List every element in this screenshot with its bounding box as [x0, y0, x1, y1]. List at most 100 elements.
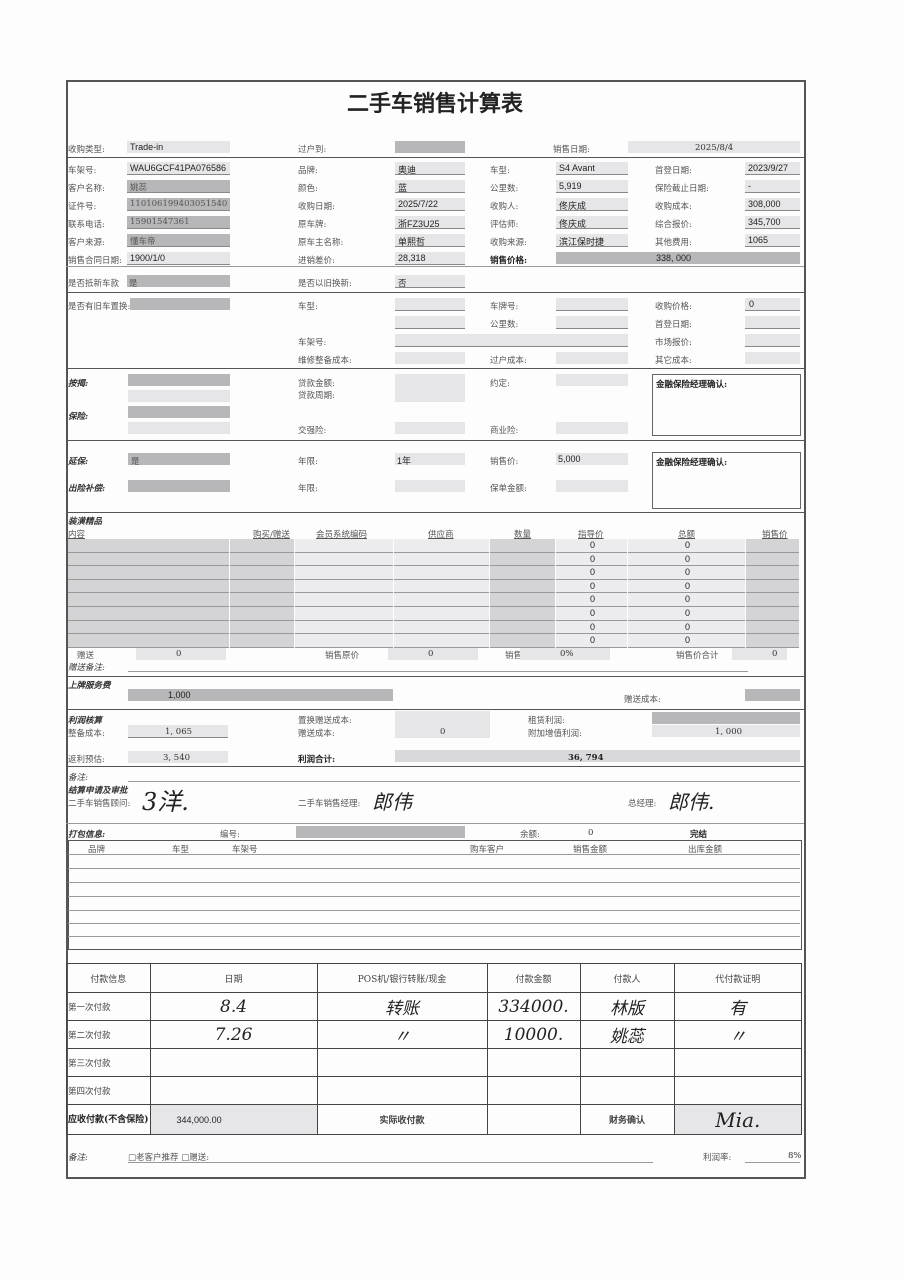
decor-cell[interactable]: [628, 566, 745, 580]
actual-value[interactable]: [486, 1104, 581, 1135]
tradein-new-label: 是否以旧换新:: [298, 279, 352, 289]
id: 110106199403051540: [130, 199, 228, 209]
decor-cell[interactable]: [230, 593, 294, 607]
decor-cell[interactable]: [628, 539, 745, 553]
payment-method[interactable]: 转账: [316, 992, 488, 1021]
decor-cell[interactable]: [394, 620, 489, 635]
decor-cell[interactable]: [230, 566, 294, 580]
decor-cell[interactable]: [68, 566, 229, 580]
decor-cell[interactable]: [295, 607, 393, 621]
decor-cell[interactable]: [490, 593, 555, 607]
payment-method[interactable]: 〃: [316, 1020, 488, 1049]
decor-cell[interactable]: [295, 539, 393, 553]
payment-payer[interactable]: 姚蕊: [579, 1020, 675, 1049]
decor-cell[interactable]: [556, 607, 627, 621]
decor-cell[interactable]: [746, 620, 799, 635]
decor-cell[interactable]: [68, 539, 229, 553]
decor-cell[interactable]: [490, 620, 555, 635]
decor-cell[interactable]: [628, 552, 745, 567]
decor-cell[interactable]: [68, 552, 229, 567]
decor-cell[interactable]: [556, 566, 627, 580]
decor-cell[interactable]: [746, 552, 799, 567]
decor-cell[interactable]: [746, 593, 799, 607]
decor-cell[interactable]: [68, 620, 229, 635]
decor-cell[interactable]: [394, 634, 489, 648]
decor-cell[interactable]: [394, 593, 489, 607]
decor-cell[interactable]: [230, 607, 294, 621]
decor-cell[interactable]: [295, 634, 393, 648]
payment-date[interactable]: 7.26: [149, 1020, 318, 1049]
decor-cell[interactable]: [394, 566, 489, 580]
gm-signature: 郎伟.: [668, 790, 715, 814]
payment-method[interactable]: [316, 1048, 488, 1077]
decor-cell[interactable]: [295, 579, 393, 594]
payment-amount[interactable]: [486, 1048, 581, 1077]
decor-cell[interactable]: [230, 579, 294, 594]
decor-cell[interactable]: [490, 607, 555, 621]
form-frame: [66, 80, 806, 1179]
decor-cell[interactable]: [394, 539, 489, 553]
payment-amount[interactable]: [486, 1076, 581, 1105]
vin: WAU6GCF41PA076586: [130, 163, 227, 173]
decor-cell[interactable]: [68, 593, 229, 607]
decor-cell[interactable]: [746, 579, 799, 594]
decor-cell[interactable]: [746, 566, 799, 580]
payment-payer[interactable]: 林版: [579, 992, 675, 1021]
decor-cell[interactable]: [68, 634, 229, 648]
decor-cell[interactable]: [295, 593, 393, 607]
payment-payer[interactable]: [579, 1048, 675, 1077]
decor-cell[interactable]: [394, 579, 489, 594]
decor-cell[interactable]: [556, 539, 627, 553]
decor-col-header: 总额: [678, 530, 696, 540]
decor-cell[interactable]: [746, 607, 799, 621]
footer-options[interactable]: □老客户推荐 □赠送:: [128, 1153, 210, 1163]
payment-proof[interactable]: 〃: [673, 1020, 803, 1049]
decor-guide-price: 0: [590, 635, 596, 646]
old-plate-field[interactable]: [556, 298, 628, 311]
decor-cell[interactable]: [490, 579, 555, 594]
decor-cell[interactable]: [628, 579, 745, 594]
payment-col-header: 付款人: [579, 963, 675, 993]
payment-date[interactable]: [149, 1048, 318, 1077]
decor-cell[interactable]: [490, 539, 555, 553]
old-model-field[interactable]: [395, 298, 465, 311]
payment-proof[interactable]: [673, 1048, 803, 1077]
decor-cell[interactable]: [490, 634, 555, 648]
decor-cell[interactable]: [556, 552, 627, 567]
payment-amount[interactable]: 10000.: [486, 1020, 581, 1049]
payment-payer[interactable]: [579, 1076, 675, 1105]
quote-label: 综合报价:: [655, 220, 692, 230]
decor-cell[interactable]: [556, 579, 627, 594]
decor-cell[interactable]: [295, 566, 393, 580]
decor-cell[interactable]: [295, 552, 393, 567]
buyer-label: 收购人:: [490, 202, 519, 212]
decor-cell[interactable]: [230, 552, 294, 567]
decor-cell[interactable]: [490, 552, 555, 567]
decor-cell[interactable]: [230, 539, 294, 553]
payment-date[interactable]: [149, 1076, 318, 1105]
decor-cell[interactable]: [394, 552, 489, 567]
decor-cell[interactable]: [628, 634, 745, 648]
payment-date[interactable]: 8.4: [149, 992, 318, 1021]
decor-cell[interactable]: [746, 539, 799, 553]
decor-cell[interactable]: [490, 566, 555, 580]
decor-cell[interactable]: [295, 620, 393, 635]
decor-cell[interactable]: [230, 620, 294, 635]
payment-proof[interactable]: 有: [673, 992, 803, 1021]
decor-cell[interactable]: [556, 593, 627, 607]
decor-cell[interactable]: [68, 607, 229, 621]
decor-cell[interactable]: [746, 634, 799, 648]
decor-cell[interactable]: [394, 607, 489, 621]
decor-cell[interactable]: [556, 634, 627, 648]
payment-proof[interactable]: [673, 1076, 803, 1105]
decor-cell[interactable]: [628, 620, 745, 635]
decor-cell[interactable]: [556, 620, 627, 635]
payment-method[interactable]: [316, 1076, 488, 1105]
buyer: 佟庆成: [559, 201, 587, 211]
decor-cell[interactable]: [628, 607, 745, 621]
decor-cell[interactable]: [230, 634, 294, 648]
purchase-type-label: 收购类型:: [68, 145, 105, 155]
decor-cell[interactable]: [68, 579, 229, 594]
payment-amount[interactable]: 334000.: [486, 992, 581, 1021]
decor-cell[interactable]: [628, 593, 745, 607]
